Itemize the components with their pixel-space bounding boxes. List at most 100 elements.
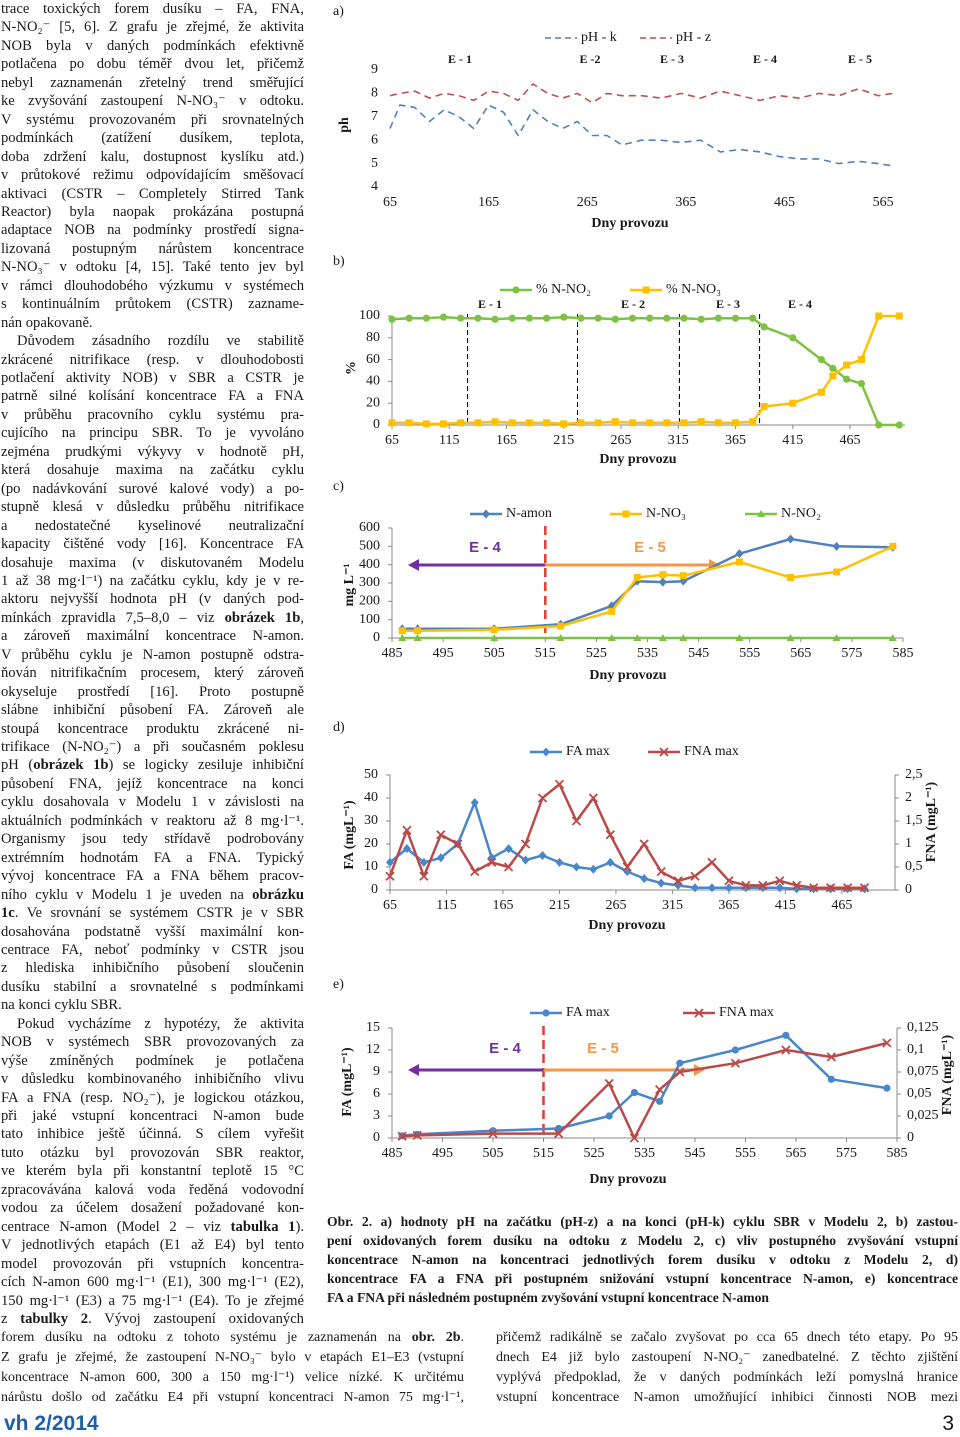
text-line: ňován nitrifikačním procesem, který záro… — [1, 665, 304, 682]
text-run: . Ve srovnání se systémem CSTR je v SBR — [14, 905, 304, 922]
data-point — [439, 313, 448, 321]
y2-tick-label: 0,1 — [907, 1042, 925, 1057]
x-tick-label: 535 — [634, 1146, 655, 1161]
data-point — [781, 1045, 791, 1055]
text-line: dosahuje maxima (v diskutovaném Modelu — [1, 554, 304, 571]
x-tick-label: 65 — [383, 898, 397, 913]
data-point — [889, 542, 897, 550]
bold-text: obr. 2b — [411, 1330, 461, 1345]
y2-axis-label: FNA (mgL⁻¹) — [924, 781, 939, 862]
data-point — [875, 312, 883, 320]
text-line: nebyl zaznamenán zřetelný trend směřujíc… — [1, 74, 304, 91]
data-point — [749, 418, 757, 426]
y-tick-label: 4 — [371, 179, 378, 194]
x-tick-label: 215 — [549, 898, 570, 913]
series-line — [389, 104, 894, 167]
y2-tick-label: 2 — [905, 790, 912, 805]
text-line: NOB v systémech SBR provozovaných za — [1, 1034, 304, 1051]
text-line: přičemž radikálně se začalo zvyšovat po … — [496, 1330, 958, 1345]
x-tick-label: 165 — [478, 195, 499, 210]
text-line: která dosahuje maxima na začátku cyklu — [1, 462, 304, 479]
text-line: ního cyklu v Modelu 1 je uveden na obráz… — [1, 886, 304, 904]
text-run: pH ( — [1, 757, 34, 774]
legend-marker — [622, 510, 630, 518]
panel-label: e) — [333, 977, 344, 992]
data-point — [457, 419, 465, 427]
y2-tick-label: 0,05 — [907, 1086, 932, 1101]
bold-text: obrázek 1b — [33, 757, 109, 774]
text-line: Důvodem zásadního rozdílu ve stabilitě — [17, 333, 304, 350]
data-point — [680, 314, 688, 322]
data-point — [883, 1084, 891, 1092]
text-run: ). — [295, 1218, 304, 1235]
phase-label: E - 2 — [621, 297, 645, 311]
data-point — [398, 634, 407, 641]
y-tick-label: 400 — [359, 557, 380, 572]
text-line: při jaké vstupní koncentraci N-amon bude — [1, 1108, 304, 1124]
y2-tick-label: 1,5 — [905, 813, 923, 828]
data-point — [388, 315, 396, 323]
series-line — [389, 83, 894, 104]
y-tick-label: 6 — [373, 1086, 380, 1101]
text-line: a zároveň maximální koncentrace N-amon. — [1, 628, 304, 645]
data-point — [691, 883, 700, 893]
data-point — [633, 634, 642, 641]
text-line: vývoj koncentrace FA a FNA během pracov- — [1, 868, 304, 885]
data-point — [504, 844, 513, 854]
x-tick-label: 265 — [611, 433, 632, 448]
x-tick-label: 495 — [432, 1146, 453, 1161]
data-point — [611, 315, 619, 323]
data-point — [628, 314, 637, 322]
text-run: . Vývoj zastoupení oxidovaných — [88, 1310, 304, 1327]
text-line: N-NO₃⁻ v odtoku [4, 15]. Také tento jev … — [1, 259, 304, 276]
y-axis-label: % — [344, 361, 359, 375]
y-tick-label: 9 — [373, 1064, 380, 1079]
y-axis-label: FA (mgL⁻¹) — [340, 1047, 355, 1117]
data-point — [577, 314, 585, 322]
data-point — [594, 314, 602, 322]
x-tick-label: 565 — [790, 646, 811, 661]
text-line: pH (obrázek 1b) se logicky zesiluje inhi… — [1, 756, 304, 774]
data-point — [419, 871, 429, 881]
legend-label: FA max — [566, 744, 610, 759]
data-point — [786, 534, 795, 544]
text-line: koncentrace N-amon 600, 300 a 150 mg·l⁻¹… — [1, 1370, 464, 1385]
x-tick-label: 585 — [893, 646, 914, 661]
data-point — [572, 862, 581, 872]
x-tick-label: 565 — [786, 1146, 807, 1161]
legend-label: N-amon — [506, 506, 552, 521]
x-tick-label: 535 — [637, 646, 658, 661]
phase-label: E - 1 — [478, 297, 502, 311]
data-point — [657, 878, 666, 888]
data-point — [663, 419, 671, 427]
data-point — [760, 323, 768, 331]
data-point — [386, 857, 394, 867]
text-line: 1c. Ve srovnání se systémem CSTR je v SB… — [1, 904, 304, 922]
legend-label: FNA max — [684, 744, 739, 759]
x-tick-label: 265 — [577, 195, 598, 210]
legend-label: FNA max — [719, 1005, 774, 1020]
text-line: FA a FNA (resp. NO₂⁻), je logickou otázk… — [1, 1089, 304, 1106]
data-point — [577, 419, 585, 427]
data-point — [413, 634, 422, 641]
x-tick-label: 545 — [688, 646, 709, 661]
x-tick-label: 505 — [483, 1146, 504, 1161]
text-line: v důsledku kombinovaného inhibičního vli… — [1, 1071, 304, 1088]
data-point — [538, 851, 547, 860]
data-point — [676, 1059, 684, 1067]
y-axis-label: FA (mgL⁻¹) — [342, 800, 357, 870]
data-point — [826, 1052, 836, 1062]
data-point — [843, 361, 851, 369]
y-tick-label: 0 — [373, 417, 380, 432]
data-point — [419, 857, 428, 867]
data-point — [825, 883, 836, 893]
data-point — [714, 419, 722, 427]
text-line: centrace N-amon (Model 2 – viz tabulka 1… — [1, 1218, 304, 1236]
data-point — [882, 1038, 892, 1048]
x-axis-label: Dny provozu — [591, 216, 668, 231]
y-tick-label: 40 — [366, 374, 380, 389]
text-line: ve kterém byla při konstantní teplotě 15… — [1, 1163, 304, 1180]
data-point — [490, 626, 498, 634]
y2-tick-label: 2,5 — [905, 767, 923, 782]
data-point — [690, 871, 700, 881]
